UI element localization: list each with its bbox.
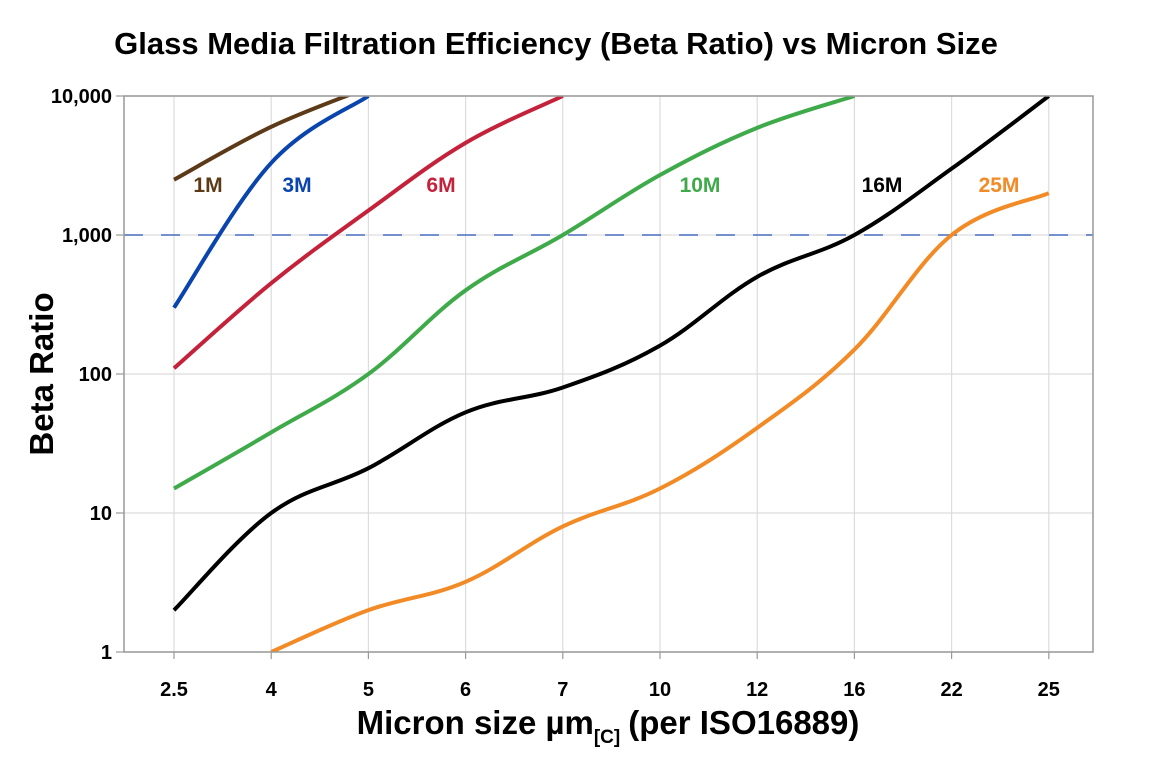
x-tick-label: 22: [940, 679, 962, 701]
x-axis-label-tail: (per ISO16889): [628, 704, 859, 741]
y-axis-label: Beta Ratio: [23, 292, 60, 455]
series-line-3M: [172, 96, 370, 309]
x-tick-label: 6: [460, 679, 471, 701]
x-axis-ticks: 2.5 4 5 6 7 10 12 16 22 25: [160, 652, 1060, 701]
series-label-6M: 6M: [426, 174, 455, 197]
series-line-25M: [270, 191, 1050, 652]
y-axis-ticks: 1 10 100 1,000 10,000: [51, 86, 124, 664]
x-tick-label: 2.5: [160, 679, 188, 701]
series-line-10M: [173, 96, 856, 491]
x-tick-label: 10: [649, 679, 671, 701]
x-tick-label: 12: [746, 679, 768, 701]
grid: [124, 95, 1093, 653]
series-line-6M: [172, 96, 564, 370]
x-tick-label: 16: [843, 679, 865, 701]
y-tick-label: 10,000: [51, 86, 112, 108]
x-tick-label: 25: [1038, 679, 1060, 701]
x-tick-label: 5: [363, 679, 374, 701]
series-label-10M: 10M: [680, 174, 721, 197]
x-tick-label: 7: [557, 679, 568, 701]
series-label-1M: 1M: [193, 174, 222, 197]
series-label-3M: 3M: [282, 174, 311, 197]
series-line-16M: [172, 96, 1050, 612]
series-labels: 1M 3M 6M 10M 16M 25M: [193, 174, 1019, 197]
chart-title: Glass Media Filtration Efficiency (Beta …: [114, 26, 998, 61]
x-axis-label: Micron size µm[C] (per ISO16889): [357, 704, 860, 748]
series-label-16M: 16M: [862, 174, 903, 197]
x-axis-label-main: Micron size µm: [357, 704, 594, 741]
y-tick-label: 1: [101, 642, 112, 664]
y-tick-label: 10: [90, 503, 112, 525]
y-tick-label: 100: [79, 364, 112, 386]
series-label-25M: 25M: [979, 174, 1020, 197]
y-tick-label: 1,000: [62, 225, 112, 247]
x-tick-label: 4: [266, 679, 278, 701]
x-axis-label-subscript: [C]: [594, 727, 620, 748]
series-group: [172, 96, 1050, 652]
